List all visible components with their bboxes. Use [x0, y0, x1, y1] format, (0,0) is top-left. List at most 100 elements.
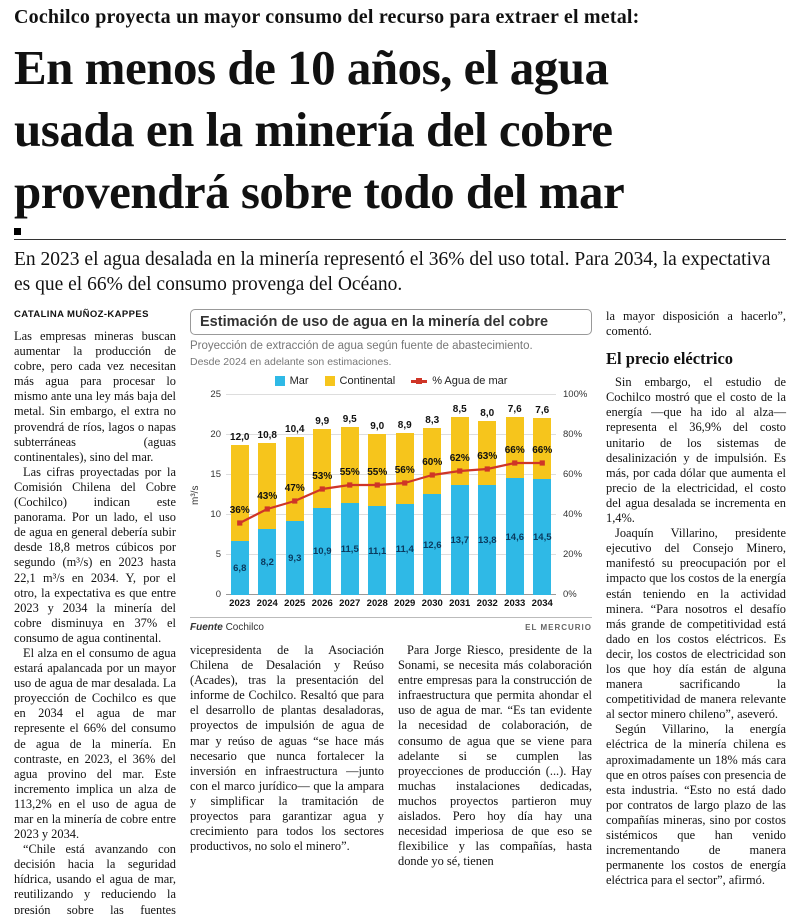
pct-value-label: 66% — [532, 445, 553, 456]
bar-segment-continental — [230, 444, 249, 541]
source-row: Fuente Cochilco EL MERCURIO — [190, 617, 592, 633]
bar-segment-mar — [533, 479, 552, 595]
bar-value-continental: 9,9 — [315, 415, 330, 427]
bar-segment-continental — [395, 432, 414, 504]
bar-value-mar: 6,8 — [233, 562, 247, 574]
legend-label: % Agua de mar — [432, 375, 508, 387]
bar-value-continental: 10,8 — [257, 430, 277, 441]
right-tick: 100% — [563, 389, 588, 400]
gridline — [226, 554, 556, 555]
article-columns: CATALINA MUÑOZ-KAPPES Las empresas miner… — [14, 309, 786, 914]
x-tick: 2026 — [311, 598, 333, 609]
bar-segment-mar — [340, 503, 359, 595]
pct-value-label: 53% — [312, 471, 333, 482]
bar-segment-continental — [423, 427, 442, 495]
legend-swatch-icon — [274, 376, 285, 386]
bar-value-continental: 9,0 — [370, 421, 385, 433]
paragraph: Joaquín Villarino, presidente ejecutivo … — [606, 526, 786, 722]
paragraph: Para Jorge Riesco, presidente de la Sona… — [398, 643, 592, 869]
bar-segment-mar — [423, 494, 442, 595]
bar-value-mar: 11,4 — [395, 544, 414, 556]
paragraph: “Chile está avanzando con decisión hacia… — [14, 842, 176, 914]
bar-value-continental: 8,0 — [480, 407, 495, 419]
left-column-text: Las empresas mineras buscan aumentar la … — [14, 329, 176, 914]
mid-left-column-text: vicepresidenta de la Asociación Chilena … — [190, 643, 384, 869]
chart: Estimación de uso de agua en la minería … — [190, 309, 592, 633]
pct-value-label: 55% — [339, 467, 360, 478]
gridline — [226, 514, 556, 515]
y-axis-label: m³/s — [190, 485, 201, 505]
chart-legend: Mar Continental % Agua de mar — [190, 375, 592, 387]
chart-subtitle: Proyección de extracción de agua según f… — [190, 340, 533, 352]
pct-value-label: 63% — [477, 451, 498, 462]
paragraph: Las empresas mineras buscan aumentar la … — [14, 329, 176, 464]
bar-value-mar: 10,9 — [313, 546, 332, 558]
credit: EL MERCURIO — [525, 623, 592, 632]
bar-value-mar: 12,6 — [423, 539, 442, 551]
chart-title: Estimación de uso de agua en la minería … — [190, 309, 592, 335]
legend-item: Continental — [324, 375, 396, 387]
bar-value-continental: 8,9 — [397, 419, 412, 431]
left-column: CATALINA MUÑOZ-KAPPES Las empresas miner… — [14, 309, 176, 914]
bar-segment-mar — [368, 506, 387, 595]
bar-value-continental: 8,5 — [452, 404, 467, 416]
bar-segment-mar — [395, 503, 414, 595]
x-tick: 2032 — [476, 598, 498, 609]
x-tick: 2033 — [504, 598, 526, 609]
bar-segment-mar — [285, 520, 304, 595]
bar-segment-mar — [313, 507, 332, 595]
deck: En 2023 el agua desalada en la minería r… — [14, 249, 771, 295]
x-tick: 2027 — [339, 598, 361, 609]
middle-column: Estimación de uso de agua en la minería … — [190, 309, 592, 914]
legend-label: Continental — [339, 375, 396, 387]
bar-segment-continental — [450, 417, 469, 486]
paragraph: Según Villarino, la energía eléctrica de… — [606, 722, 786, 888]
deck-block: En 2023 el agua desalada en la minería r… — [14, 228, 786, 297]
right-column: la mayor disposición a hacerlo”, comentó… — [606, 309, 786, 914]
right-tick: 0% — [563, 589, 577, 600]
plot-area: 6,8 12,0 8,2 10,8 9,3 10,4 10,9 9,9 11,5 9,5 11,1 9… — [226, 394, 556, 595]
legend-item: Mar — [274, 375, 309, 387]
bar-value-mar: 14,5 — [533, 532, 552, 543]
pct-value-label: 66% — [504, 445, 525, 456]
bar-segment-mar — [450, 485, 469, 595]
gridline — [226, 594, 556, 595]
gridline — [226, 394, 556, 395]
byline: CATALINA MUÑOZ-KAPPES — [14, 309, 149, 320]
legend-item: % Agua de mar — [411, 375, 507, 387]
bar-segment-mar — [478, 484, 497, 595]
mid-text-columns: vicepresidenta de la Asociación Chilena … — [190, 643, 592, 869]
bar-value-continental: 7,6 — [507, 404, 522, 416]
x-tick: 2029 — [394, 598, 416, 609]
paragraph: Las cifras proyectadas por la Comisión C… — [14, 464, 176, 645]
paragraph: El alza en el consumo de agua estará apa… — [14, 645, 176, 842]
right-axis: 0% 20% 40% 60% 80% 100% — [556, 389, 592, 600]
chart-note: Desde 2024 en adelante son estimaciones. — [190, 356, 392, 368]
bar-value-mar: 13,8 — [478, 534, 497, 546]
source-value: Cochilco — [225, 622, 264, 633]
bar-segment-mar — [230, 540, 249, 595]
x-tick: 2028 — [366, 598, 388, 609]
pct-value-label: 62% — [449, 453, 470, 464]
bar-value-continental: 10,4 — [285, 424, 305, 436]
bar-value-mar: 8,2 — [260, 557, 274, 569]
pct-value-label: 36% — [229, 505, 250, 516]
bar-value-mar: 11,5 — [340, 544, 359, 555]
pct-value-label: 56% — [394, 465, 415, 476]
right-tick: 80% — [563, 429, 583, 440]
mid-right-column-text: Para Jorge Riesco, presidente de la Sona… — [398, 643, 592, 869]
bar-segment-mar — [258, 529, 277, 595]
section-heading: El precio eléctrico — [606, 349, 734, 369]
right-tick: 20% — [563, 549, 583, 560]
left-tick: 5 — [215, 549, 221, 560]
x-tick: 2031 — [449, 598, 471, 609]
paragraph: la mayor disposición a hacerlo”, comentó… — [606, 309, 786, 339]
x-tick: 2025 — [284, 598, 306, 609]
bar-value-continental: 12,0 — [230, 431, 250, 443]
bar-value-mar: 9,3 — [288, 552, 302, 564]
legend-swatch-icon — [324, 376, 335, 386]
left-tick: 0 — [215, 589, 221, 600]
left-tick: 20 — [210, 429, 221, 440]
pct-value-label: 55% — [367, 467, 388, 478]
